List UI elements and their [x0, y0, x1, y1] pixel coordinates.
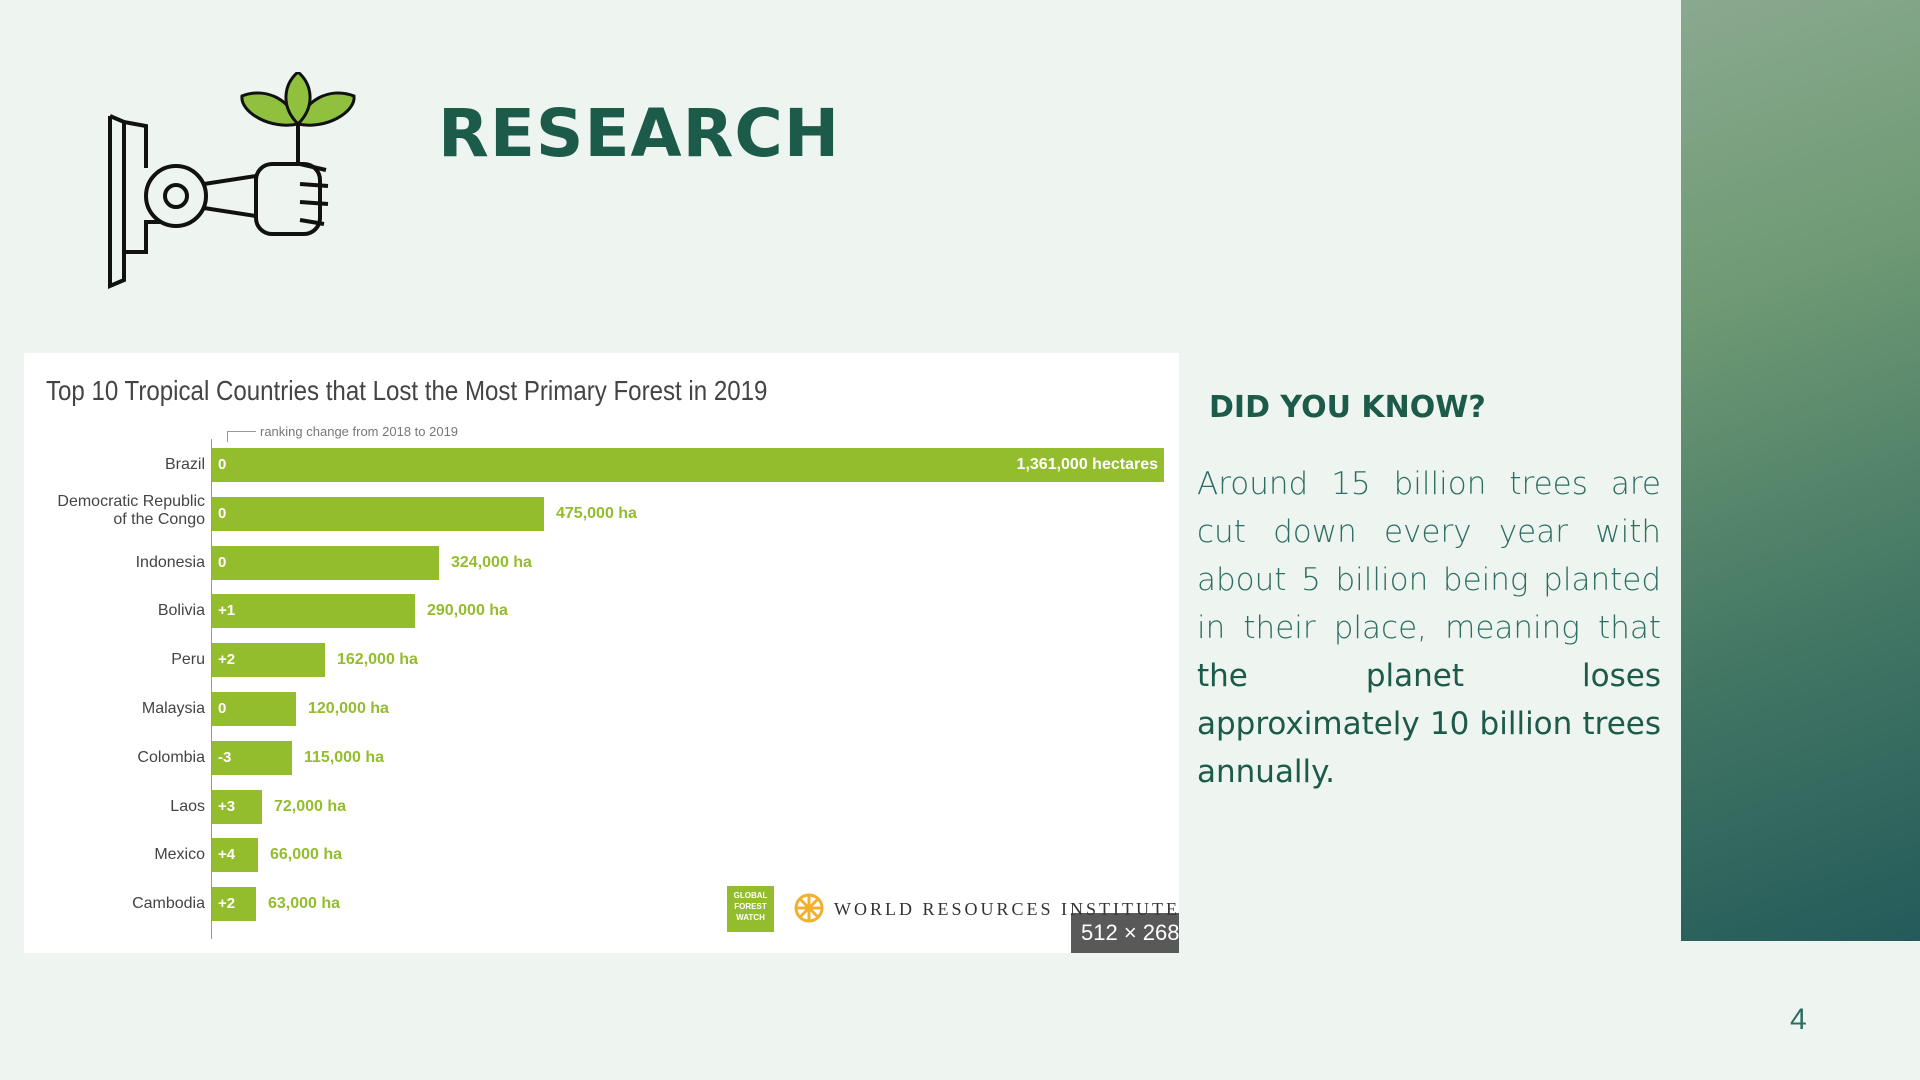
bar-value-label: 72,000 ha — [274, 797, 347, 815]
fact-body-highlight: the planet loses approximately 10 billio… — [1197, 658, 1661, 790]
bar-value-label: 290,000 ha — [427, 602, 508, 620]
bar-value-label: 66,000 ha — [270, 846, 343, 864]
rank-change-label: 0 — [218, 456, 227, 473]
chart-bar: +4 — [212, 838, 258, 873]
rank-change-label: +2 — [218, 651, 236, 669]
rank-change-label: 0 — [218, 504, 227, 522]
country-label: Malaysia — [141, 700, 205, 717]
decorative-gradient-panel — [1681, 0, 1920, 941]
country-label: Mexico — [154, 846, 205, 864]
chart-title: Top 10 Tropical Countries that Lost the … — [46, 375, 768, 406]
chart-bar: +3 — [212, 789, 262, 824]
chart-bar: +2 — [212, 887, 256, 922]
rank-change-label: +2 — [218, 895, 236, 913]
bar-value-label: 120,000 ha — [308, 700, 389, 717]
chart-bar: 0 — [212, 496, 544, 531]
page-title: RESEARCH — [438, 95, 841, 172]
bar-value-label: 162,000 ha — [337, 651, 418, 669]
rank-change-label: -3 — [218, 748, 232, 766]
page-number: 4 — [1790, 1003, 1807, 1036]
fact-heading: DID YOU KNOW? — [1209, 390, 1486, 425]
hand-holding-sprout-icon — [108, 72, 356, 290]
chart-bar: 0 — [212, 448, 1164, 482]
forest-loss-chart: Top 10 Tropical Countries that Lost the … — [24, 353, 1179, 953]
country-label: Laos — [170, 797, 205, 815]
chart-bar: +2 — [212, 643, 325, 678]
country-label: Peru — [171, 651, 205, 669]
country-label: Colombia — [137, 748, 205, 766]
chart-bar: -3 — [212, 740, 292, 775]
chart-bar: 0 — [212, 692, 296, 726]
rank-change-label: +1 — [218, 602, 236, 620]
wri-star-icon — [794, 893, 824, 923]
country-label: Democratic Republic of the Congo — [57, 492, 205, 528]
rank-change-label: 0 — [218, 700, 227, 717]
bar-value-label: 475,000 ha — [556, 504, 637, 522]
country-label: Brazil — [164, 456, 205, 473]
bar-value-label: 115,000 ha — [304, 748, 385, 766]
country-label: Cambodia — [132, 895, 205, 913]
rank-note-connector — [227, 431, 256, 442]
bar-value-label: 324,000 ha — [451, 553, 532, 571]
country-label: Bolivia — [157, 602, 205, 620]
bar-value-label: 1,361,000 hectares — [1016, 456, 1158, 473]
fact-body-text: Around 15 billion trees are cut down eve… — [1197, 466, 1661, 646]
country-label: Indonesia — [135, 553, 205, 571]
chart-bar: +1 — [212, 594, 415, 629]
rank-change-label: 0 — [218, 553, 227, 571]
rank-change-note: ranking change from 2018 to 2019 — [260, 424, 459, 439]
rank-change-label: +4 — [218, 846, 236, 864]
chart-axis — [211, 439, 212, 939]
rank-change-label: +3 — [218, 797, 236, 815]
chart-bar: 0 — [212, 545, 439, 580]
bar-value-label: 63,000 ha — [268, 895, 341, 913]
global-forest-watch-logo: GLOBAL FOREST WATCH — [727, 886, 774, 932]
fact-body: Around 15 billion trees are cut down eve… — [1197, 460, 1661, 796]
image-size-badge: 512 × 268 — [1071, 913, 1179, 953]
